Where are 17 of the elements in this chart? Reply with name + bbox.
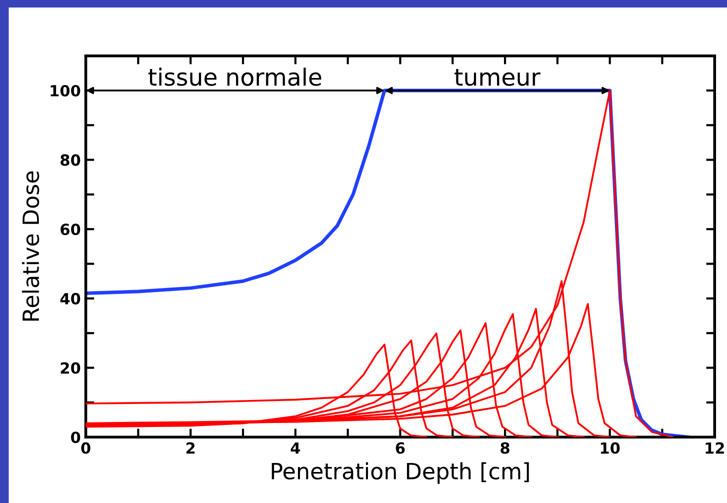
x-tick-label: 4	[290, 442, 300, 454]
x-tick-label: 0	[81, 442, 90, 454]
annotation: tissue normale	[148, 68, 322, 86]
x-tick-label: 10	[600, 442, 620, 454]
annotation: tumeur	[454, 69, 540, 86]
x-tick-label: 2	[186, 442, 195, 454]
y-tick-label: 20	[60, 362, 80, 374]
x-tick-label: 12	[706, 442, 724, 454]
y-tick-label: 80	[60, 154, 80, 166]
y-tick-label: 40	[60, 292, 80, 304]
y-axis-title: Relative Dose	[22, 171, 40, 321]
y-tick-label: 100	[50, 84, 80, 97]
x-tick-label: 8	[500, 442, 510, 454]
x-tick-label: 6	[396, 442, 405, 454]
y-tick-label: 60	[60, 224, 80, 236]
x-axis-title: Penetration Depth [cm]	[272, 462, 529, 484]
y-tick-label: 0	[71, 432, 80, 444]
